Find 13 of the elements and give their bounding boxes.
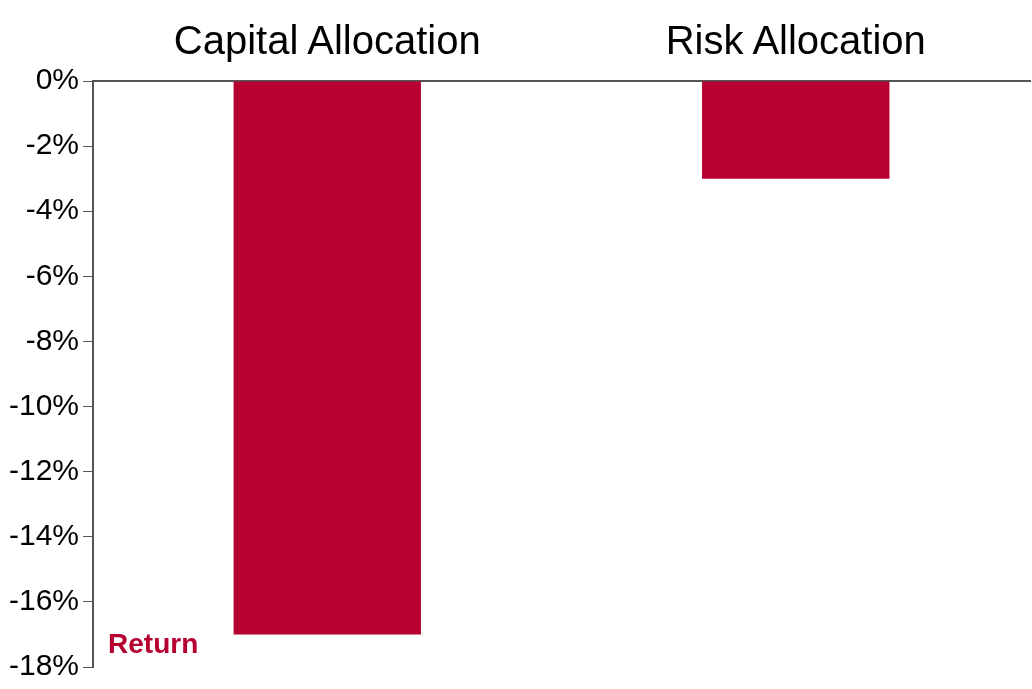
x-tick-label: Capital Allocation xyxy=(173,18,481,63)
y-tick-label: -2% xyxy=(25,127,80,161)
y-tick-label: -4% xyxy=(25,192,80,226)
y-tick-label: -18% xyxy=(8,648,80,682)
y-tick-label: -16% xyxy=(8,583,80,617)
x-tick-label: Risk Allocation xyxy=(665,18,926,63)
y-tick-label: -12% xyxy=(8,452,80,486)
y-tick-label: -14% xyxy=(8,518,80,552)
series-label: Return xyxy=(108,627,199,659)
y-tick-label: -8% xyxy=(25,322,80,356)
y-tick-label: -6% xyxy=(25,257,80,291)
y-tick-label: -10% xyxy=(8,387,80,421)
y-tick-label: 0% xyxy=(35,62,80,96)
